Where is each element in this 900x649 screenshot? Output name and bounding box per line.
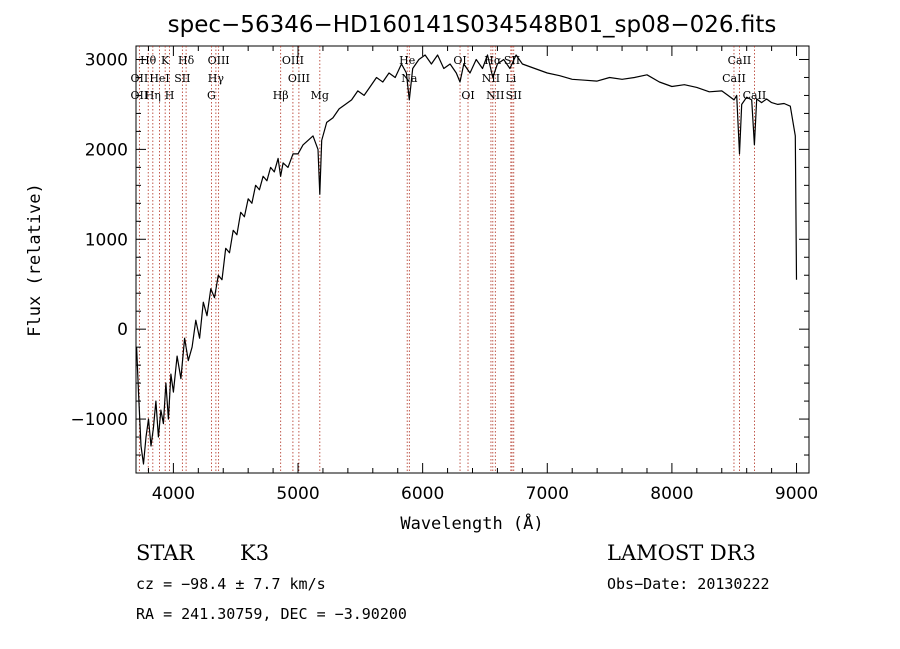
object-subclass: K3: [240, 541, 269, 565]
spectral-line-label: Hη: [145, 89, 161, 102]
coordinates: RA = 241.30759, DEC = −3.90200: [136, 605, 407, 623]
spectral-line-label: OI: [461, 89, 474, 102]
spectral-line-label: SII: [506, 89, 522, 102]
spectral-line-label: He: [399, 54, 415, 67]
spectral-line-label: OIII: [288, 72, 310, 85]
y-axis-label: Flux (relative): [25, 183, 45, 337]
survey-name: LAMOST DR3: [607, 541, 756, 565]
spectral-line-label: Hδ: [178, 54, 195, 67]
spectral-line-label: CaII: [728, 54, 752, 67]
spectral-line-label: CaII: [722, 72, 746, 85]
spectral-line-label: SII: [504, 54, 520, 67]
spectral-line-label: NII: [482, 72, 500, 85]
spectral-line-label: SII: [174, 72, 190, 85]
spectral-line-markers: [138, 46, 755, 473]
x-tick-label: 6000: [401, 484, 444, 504]
y-tick-label: 1000: [85, 230, 128, 250]
spectral-line-label: NII: [486, 89, 504, 102]
y-tick-label: 2000: [85, 140, 128, 160]
spectral-line-label: OIII: [282, 54, 304, 67]
series-layer: [136, 54, 798, 465]
plot-frame: [135, 45, 810, 474]
y-tick-label: −1000: [70, 410, 128, 430]
x-tick-label: 5000: [276, 484, 319, 504]
spectral-line-label: G: [207, 89, 216, 102]
y-tick-label: 3000: [85, 50, 128, 70]
y-axis-ticks: −1000 0 1000 2000 3000: [70, 50, 809, 456]
spectral-line-label: Hθ: [140, 54, 157, 67]
spectral-line-label: OII: [131, 72, 149, 85]
spectral-line-label: Hγ: [208, 72, 225, 85]
object-type: STAR: [136, 541, 195, 565]
spectral-line-label: Li: [505, 72, 516, 85]
x-axis-ticks: 4000 5000 6000 7000 8000 9000: [147, 46, 818, 504]
spectral-line-label: H: [165, 89, 175, 102]
y-tick-label: 0: [117, 320, 128, 340]
x-tick-label: 4000: [152, 484, 195, 504]
spectral-line-label: Mg: [311, 89, 329, 102]
spectral-line-label: Hβ: [273, 89, 289, 102]
x-tick-label: 8000: [650, 484, 693, 504]
spectral-line-label: OIII: [208, 54, 230, 67]
x-axis-label: Wavelength (Å): [400, 512, 543, 534]
chart-title: spec−56346−HD160141S034548B01_sp08−026.f…: [168, 12, 777, 38]
spectral-line-label: K: [161, 54, 170, 67]
spectrum-line: [136, 54, 798, 465]
spectral-line-label: HeI: [149, 72, 169, 85]
obs-date: Obs−Date: 20130222: [607, 575, 770, 593]
redshift-cz: cz = −98.4 ± 7.7 km/s: [136, 575, 326, 593]
spectral-line-label: CaII: [743, 89, 767, 102]
x-tick-label: 7000: [526, 484, 569, 504]
x-tick-label: 9000: [775, 484, 818, 504]
spectral-line-label: Na: [401, 72, 418, 85]
